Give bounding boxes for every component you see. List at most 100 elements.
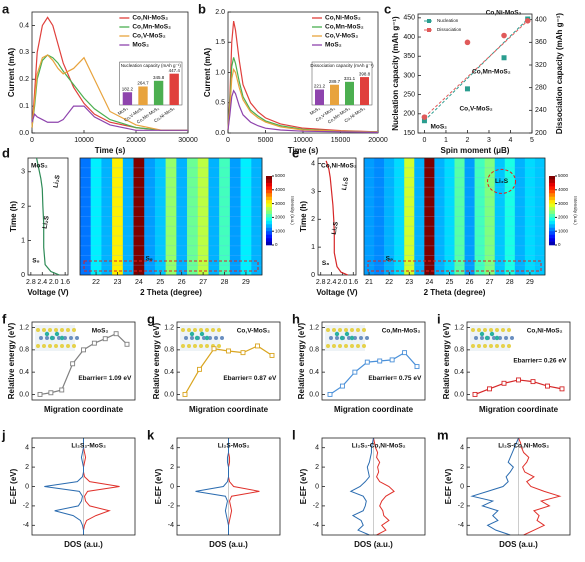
panel-title: Li₂S₂-Co,Ni-MoS₂ (352, 443, 406, 450)
panel-title: Co,V-MoS₂ (237, 328, 270, 335)
atom (498, 336, 502, 340)
y-tick-label: 0 (25, 483, 29, 490)
inset-value-label: 264.7 (137, 81, 149, 86)
y-tick-label: 400 (403, 34, 415, 41)
atom (344, 328, 348, 332)
y-axis-label: Relative energy (eV) (297, 322, 306, 399)
atom (205, 344, 209, 348)
annotation: Li₂S (42, 215, 51, 230)
atom (72, 328, 76, 332)
x-tick-label: 10000 (74, 137, 94, 144)
x-tick-label: 2.0 (338, 279, 348, 286)
y-tick-label: 0.1 (19, 103, 29, 110)
y-tick-label: 2 (311, 216, 315, 223)
atom (350, 328, 354, 332)
annotation: Li₂S (341, 176, 350, 191)
series-line (227, 20, 379, 133)
panel-title: Co,Ni-MoS₂ (527, 328, 563, 335)
atom (75, 336, 79, 340)
atom (356, 344, 360, 348)
atom (190, 336, 194, 340)
data-point (182, 391, 188, 397)
y-tick-label: 4 (311, 160, 315, 167)
plot-frame (176, 321, 281, 401)
x-tick-label: 26 (466, 279, 474, 286)
data-point (81, 347, 86, 353)
atom (205, 328, 209, 332)
data-point (524, 18, 531, 24)
panel-title: MoS₂ (31, 163, 48, 170)
series-line (227, 57, 379, 133)
legend-marker (427, 28, 431, 32)
intensity-column (504, 158, 516, 275)
y-tick-label: 0.0 (19, 130, 29, 137)
colorbar-swatch (549, 179, 555, 184)
dos-curve (44, 438, 84, 535)
x-tick-label: 29 (526, 279, 534, 286)
atom (483, 328, 487, 332)
y-tick-label: 0 (311, 272, 315, 279)
atom (504, 336, 508, 340)
x-tick-label: 5 (530, 137, 534, 144)
atom (507, 344, 511, 348)
x-tick-label: 29 (242, 279, 250, 286)
x-tick-label: 0 (30, 137, 34, 144)
colorbar-tick-label: 2000 (275, 215, 286, 220)
y-tick-label: 300 (403, 72, 415, 79)
x-axis-label: 2 Theta (degree) (140, 288, 202, 297)
x-axis-label: Migration coordinate (479, 405, 559, 414)
colorbar-swatch (266, 193, 272, 197)
x-tick-label: 2.0 (49, 279, 59, 286)
x-tick-label: 2.4 (327, 279, 337, 286)
annotation: Ebarrier= 0.75 eV (368, 375, 422, 382)
y-tick-label: 0.4 (309, 369, 319, 376)
legend-label: Nucleation (437, 18, 459, 23)
colorbar-swatch (266, 182, 272, 187)
data-point (501, 380, 507, 386)
y-tick-label: 1.2 (454, 324, 464, 331)
x-tick-label: 1 (444, 137, 448, 144)
inset-category: MoS₂ (117, 106, 129, 117)
data-point (530, 379, 536, 385)
data-point (377, 358, 383, 364)
inset-bar (360, 77, 369, 105)
y-tick-label: 2 (460, 464, 464, 471)
plot-frame (321, 321, 426, 401)
data-point (59, 387, 65, 393)
colorbar-swatch (549, 186, 555, 191)
data-point (364, 359, 370, 365)
y-tick-label: 1.5 (215, 39, 225, 46)
atom (334, 331, 340, 337)
inset-bar (153, 80, 164, 105)
x-axis-label: Migration coordinate (189, 405, 269, 414)
atom (338, 344, 342, 348)
colorbar-swatch (549, 193, 555, 197)
y-tick-label: 200 (403, 111, 415, 118)
intensity-column (464, 158, 475, 275)
y-axis-label: E-EF (eV) (154, 468, 163, 504)
x-axis-label: DOS (a.u.) (354, 540, 393, 549)
legend-marker (427, 19, 431, 23)
y-tick-label: 250 (403, 91, 415, 98)
atom (199, 328, 203, 332)
y-tick-label: 2 (25, 464, 29, 471)
atom (483, 344, 487, 348)
atom (59, 335, 65, 341)
colorbar-swatch (266, 220, 272, 225)
data-point (464, 86, 470, 92)
highlight-box (83, 260, 259, 272)
annotation: S₈ (145, 255, 152, 262)
y-tick-label: 1.2 (309, 324, 319, 331)
colorbar-swatch (266, 186, 272, 191)
data-point (327, 391, 333, 397)
panel-letter: g (147, 311, 155, 326)
atom (72, 344, 76, 348)
legend-label: Co,Ni-MoS₂ (325, 15, 361, 22)
atom (471, 328, 475, 332)
atom (214, 336, 218, 340)
colorbar-swatch (266, 238, 272, 242)
colorbar-swatch (266, 179, 272, 184)
atom (362, 344, 366, 348)
y-tick-label: 240 (535, 107, 547, 114)
y-tick-label: 350 (403, 53, 415, 60)
